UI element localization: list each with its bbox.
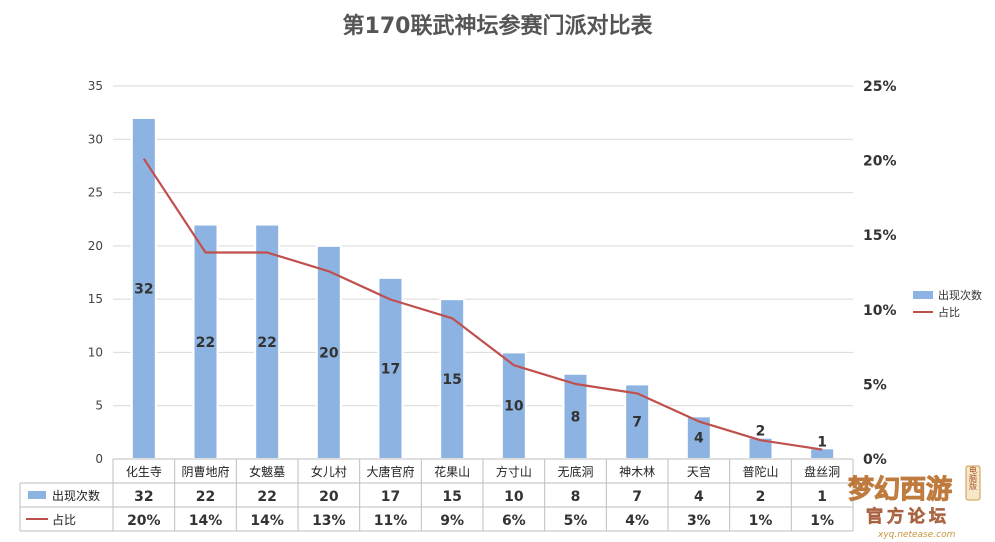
category-label: 阴曹地府 bbox=[181, 464, 229, 479]
category-label: 女儿村 bbox=[311, 464, 347, 479]
percentage-line bbox=[142, 158, 823, 451]
bar-data-label: 32 bbox=[134, 281, 153, 297]
table-line-value: 11% bbox=[374, 513, 408, 529]
legend-line-label: 占比 bbox=[938, 305, 960, 319]
bar-data-label: 8 bbox=[571, 409, 581, 425]
table-bar-value: 20 bbox=[319, 489, 339, 505]
table-line-value: 1% bbox=[749, 513, 773, 529]
bar bbox=[439, 298, 466, 460]
right-tick-label: 25% bbox=[863, 79, 897, 95]
gridlines bbox=[113, 85, 853, 460]
watermark-brand: 梦幻西游 bbox=[848, 475, 952, 505]
bars bbox=[130, 116, 836, 461]
bar-data-label: 1 bbox=[817, 434, 827, 450]
left-tick-label: 30 bbox=[88, 132, 103, 146]
table-bar-value: 4 bbox=[694, 489, 704, 505]
table-bar-value: 1 bbox=[817, 489, 827, 505]
category-label: 化生寺 bbox=[126, 465, 162, 479]
table-line-value: 3% bbox=[687, 513, 711, 529]
bar bbox=[192, 223, 219, 460]
category-label: 花果山 bbox=[434, 464, 470, 479]
legend-bar-label: 出现次数 bbox=[938, 288, 982, 302]
right-axis-ticks: 0% 5% 10% 15% 20% 25% bbox=[863, 79, 897, 468]
table-line-value: 13% bbox=[312, 513, 346, 529]
table-line-value: 9% bbox=[440, 513, 464, 529]
table-key-bar-label: 出现次数 bbox=[52, 488, 100, 503]
bar bbox=[377, 276, 404, 461]
legend-bar-swatch bbox=[913, 291, 933, 299]
bar-data-label: 4 bbox=[694, 431, 704, 447]
table-bar-value: 2 bbox=[756, 489, 766, 505]
right-tick-label: 0% bbox=[863, 452, 887, 468]
right-tick-label: 10% bbox=[863, 303, 897, 319]
left-axis-ticks: 0 5 10 15 20 25 30 35 bbox=[88, 79, 103, 466]
table-bar-value: 7 bbox=[632, 489, 642, 505]
right-tick-label: 5% bbox=[863, 377, 887, 393]
series-line bbox=[142, 158, 823, 451]
category-label: 神木林 bbox=[619, 465, 655, 479]
table-line-value: 14% bbox=[189, 513, 223, 529]
left-tick-label: 25 bbox=[88, 186, 103, 200]
bar-data-label: 17 bbox=[381, 361, 400, 377]
left-tick-label: 20 bbox=[88, 239, 103, 253]
chart-title: 第170联武神坛参赛门派对比表 bbox=[342, 14, 653, 39]
left-tick-label: 10 bbox=[88, 345, 103, 359]
bar-data-label: 22 bbox=[257, 335, 276, 351]
bar-data-label: 7 bbox=[632, 415, 642, 431]
table-line-value: 5% bbox=[564, 513, 588, 529]
watermark-url: xyq.netease.com bbox=[877, 530, 956, 540]
bar-data-label: 10 bbox=[504, 399, 524, 415]
category-label: 普陀山 bbox=[742, 464, 778, 479]
watermark-sub: 官方论坛 bbox=[866, 506, 950, 527]
bar bbox=[562, 372, 589, 460]
bar bbox=[500, 351, 527, 460]
table-bar-value: 8 bbox=[571, 489, 581, 505]
watermark-tag-box bbox=[965, 465, 981, 501]
table-bar-value: 32 bbox=[134, 489, 153, 505]
data-table: 化生寺3220%阴曹地府2214%女魃墓2214%女儿村2013%大唐官府171… bbox=[19, 458, 854, 532]
bar-data-label: 22 bbox=[196, 335, 215, 351]
bar-data-labels: 32 22 22 20 17 15 10 8 7 4 2 1 bbox=[134, 281, 827, 450]
table-line-value: 1% bbox=[810, 513, 834, 529]
category-label: 方寸山 bbox=[496, 464, 532, 479]
left-tick-label: 0 bbox=[95, 452, 103, 466]
table-line-value: 14% bbox=[250, 513, 284, 529]
table-line-value: 6% bbox=[502, 513, 526, 529]
table-line-value: 20% bbox=[127, 513, 161, 529]
right-tick-label: 15% bbox=[863, 228, 897, 244]
left-tick-label: 15 bbox=[88, 292, 103, 306]
table-bar-value: 17 bbox=[381, 489, 400, 505]
bar bbox=[254, 223, 281, 460]
category-label: 女魃墓 bbox=[249, 464, 285, 479]
table-key-line-label: 占比 bbox=[52, 512, 76, 527]
category-label: 无底洞 bbox=[557, 464, 593, 479]
bar bbox=[315, 244, 342, 460]
category-label: 盘丝洞 bbox=[804, 464, 840, 479]
category-label: 大唐官府 bbox=[366, 464, 414, 479]
table-bar-value: 22 bbox=[257, 489, 276, 505]
table-bar-value: 22 bbox=[196, 489, 215, 505]
bar-data-label: 2 bbox=[756, 424, 766, 440]
left-tick-label: 5 bbox=[95, 399, 103, 413]
table-bar-value: 15 bbox=[442, 489, 461, 505]
table-bar-value: 10 bbox=[504, 489, 524, 505]
watermark-tag: 电脑版 bbox=[969, 465, 978, 491]
table-key-bar-swatch bbox=[28, 491, 46, 499]
right-tick-label: 20% bbox=[863, 154, 897, 170]
table-line-value: 4% bbox=[625, 513, 649, 529]
bar-data-label: 15 bbox=[442, 372, 461, 388]
bar bbox=[130, 116, 157, 460]
category-label: 天宫 bbox=[687, 464, 711, 479]
bar-data-label: 20 bbox=[319, 345, 339, 361]
left-tick-label: 35 bbox=[88, 79, 103, 93]
